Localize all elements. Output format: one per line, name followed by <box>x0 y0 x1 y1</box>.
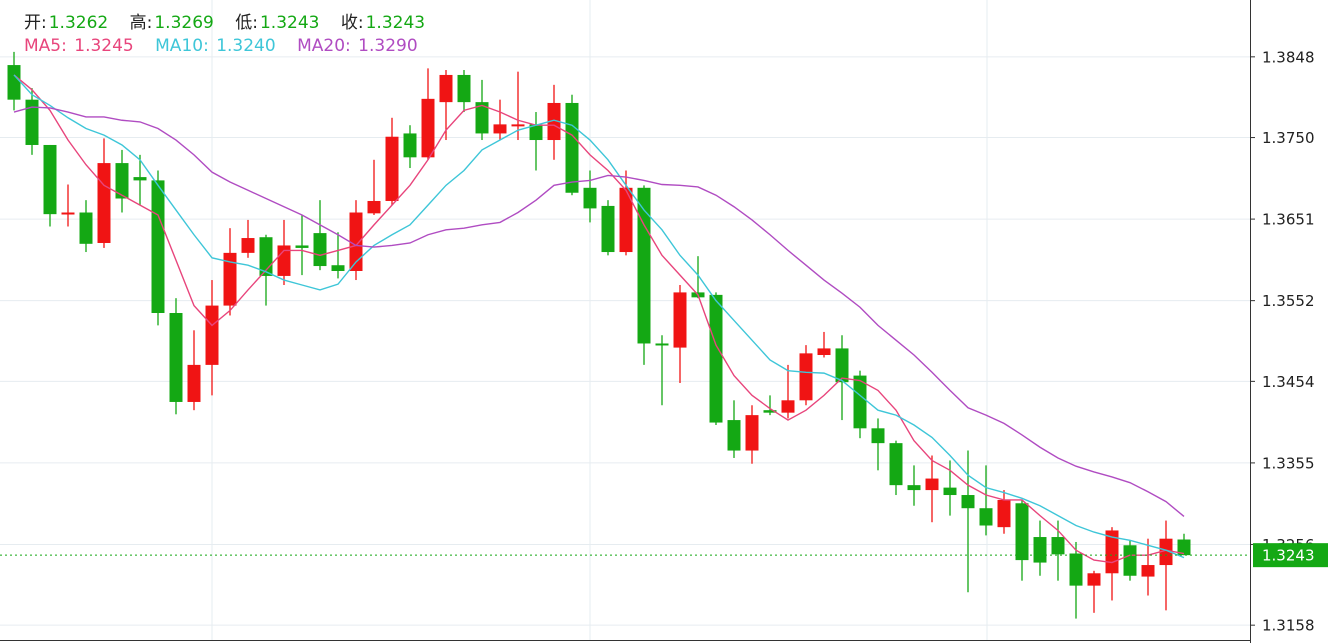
high-value: 1.3269 <box>154 13 214 33</box>
candle-body <box>367 200 381 214</box>
candle-body <box>187 364 201 402</box>
candle-body <box>205 305 219 365</box>
y-tick-label: 1.3848 <box>1262 48 1315 66</box>
candle-body <box>907 485 921 491</box>
legend-name: MA10: <box>155 36 209 56</box>
candle-body <box>223 252 237 306</box>
candle-body <box>781 400 795 413</box>
candle-body <box>115 163 129 199</box>
candle-body <box>727 420 741 451</box>
candle-body <box>709 294 723 423</box>
candle-body <box>637 187 651 344</box>
candle-body <box>997 499 1011 528</box>
candle-body <box>79 212 93 244</box>
candle-body <box>241 238 255 253</box>
candle-body <box>511 124 525 127</box>
candle-body <box>61 212 75 215</box>
candle-body <box>1123 545 1137 576</box>
candle-body <box>169 312 183 402</box>
candle-body <box>151 180 165 313</box>
legend-name: MA5: <box>24 36 67 56</box>
candle-body <box>1141 565 1155 577</box>
candle-body <box>799 353 813 401</box>
candle-body <box>439 74 453 103</box>
candle-body <box>565 102 579 193</box>
candle-body <box>349 212 363 271</box>
candle-body <box>1015 503 1029 561</box>
candle-body <box>457 74 471 103</box>
candle-body <box>43 144 57 215</box>
candle-body <box>1051 537 1065 555</box>
candle-body <box>97 163 111 243</box>
candle-body <box>313 233 327 267</box>
ohlc-header: 开: 1.3262 高: 1.3269 低: 1.3243 收: 1.3243 <box>24 8 441 33</box>
high-label: 高: <box>129 13 153 33</box>
candle-body <box>817 348 831 356</box>
legend-value: 1.3290 <box>358 36 418 56</box>
y-tick-label: 1.3158 <box>1262 617 1315 635</box>
candle-body <box>403 133 417 158</box>
candle-body <box>331 265 345 271</box>
y-tick-label: 1.3651 <box>1262 211 1315 229</box>
candle-body <box>583 187 597 209</box>
candle-body <box>1033 537 1047 563</box>
candle-body <box>385 136 399 201</box>
legend-name: MA20: <box>297 36 351 56</box>
last-price-label: 1.3243 <box>1262 547 1315 565</box>
legend-value: 1.3245 <box>74 36 134 56</box>
low-value: 1.3243 <box>259 13 320 33</box>
ma-line <box>13 106 1185 517</box>
candle-body <box>745 415 759 451</box>
last-price-box <box>1253 543 1328 568</box>
y-tick-label: 1.3355 <box>1262 454 1315 472</box>
candle-body <box>619 187 633 253</box>
ma-legend: MA5: 1.3245 MA10: 1.3240 MA20: 1.3290 <box>24 36 420 56</box>
close-label: 收: <box>340 13 364 33</box>
candle-body <box>7 65 21 100</box>
candle-body <box>421 98 435 158</box>
candle-body <box>1069 553 1083 586</box>
open-label: 开: <box>24 13 47 33</box>
y-tick-label: 1.3454 <box>1262 373 1315 391</box>
candle-body <box>601 205 615 253</box>
candle-body <box>673 292 687 348</box>
candle-body <box>529 124 543 141</box>
candle-body <box>925 478 939 491</box>
candle-body <box>961 495 975 509</box>
low-label: 低: <box>235 13 258 33</box>
candle-body <box>979 508 993 526</box>
candle-body <box>1159 538 1173 566</box>
candle-body <box>295 245 309 248</box>
legend-value: 1.3240 <box>216 36 276 56</box>
ma-line <box>13 74 1185 559</box>
candle-body <box>25 99 39 145</box>
candle-body <box>133 177 147 181</box>
candle-body <box>943 487 957 496</box>
y-tick-label: 1.3552 <box>1262 292 1315 310</box>
candle-body <box>475 102 489 134</box>
candle-body <box>871 428 885 444</box>
candle-body <box>1087 573 1101 586</box>
candle-body <box>853 375 867 429</box>
candle-body <box>493 124 507 134</box>
candle-body <box>763 410 777 413</box>
candle-body <box>547 102 561 141</box>
candle-body <box>1177 539 1191 556</box>
ma-line <box>13 74 1185 564</box>
candle-body <box>835 348 849 383</box>
close-value: 1.3243 <box>365 13 426 33</box>
candle-body <box>655 343 669 346</box>
open-value: 1.3262 <box>48 13 109 33</box>
candle-body <box>889 443 903 486</box>
y-tick-label: 1.3750 <box>1262 129 1315 147</box>
